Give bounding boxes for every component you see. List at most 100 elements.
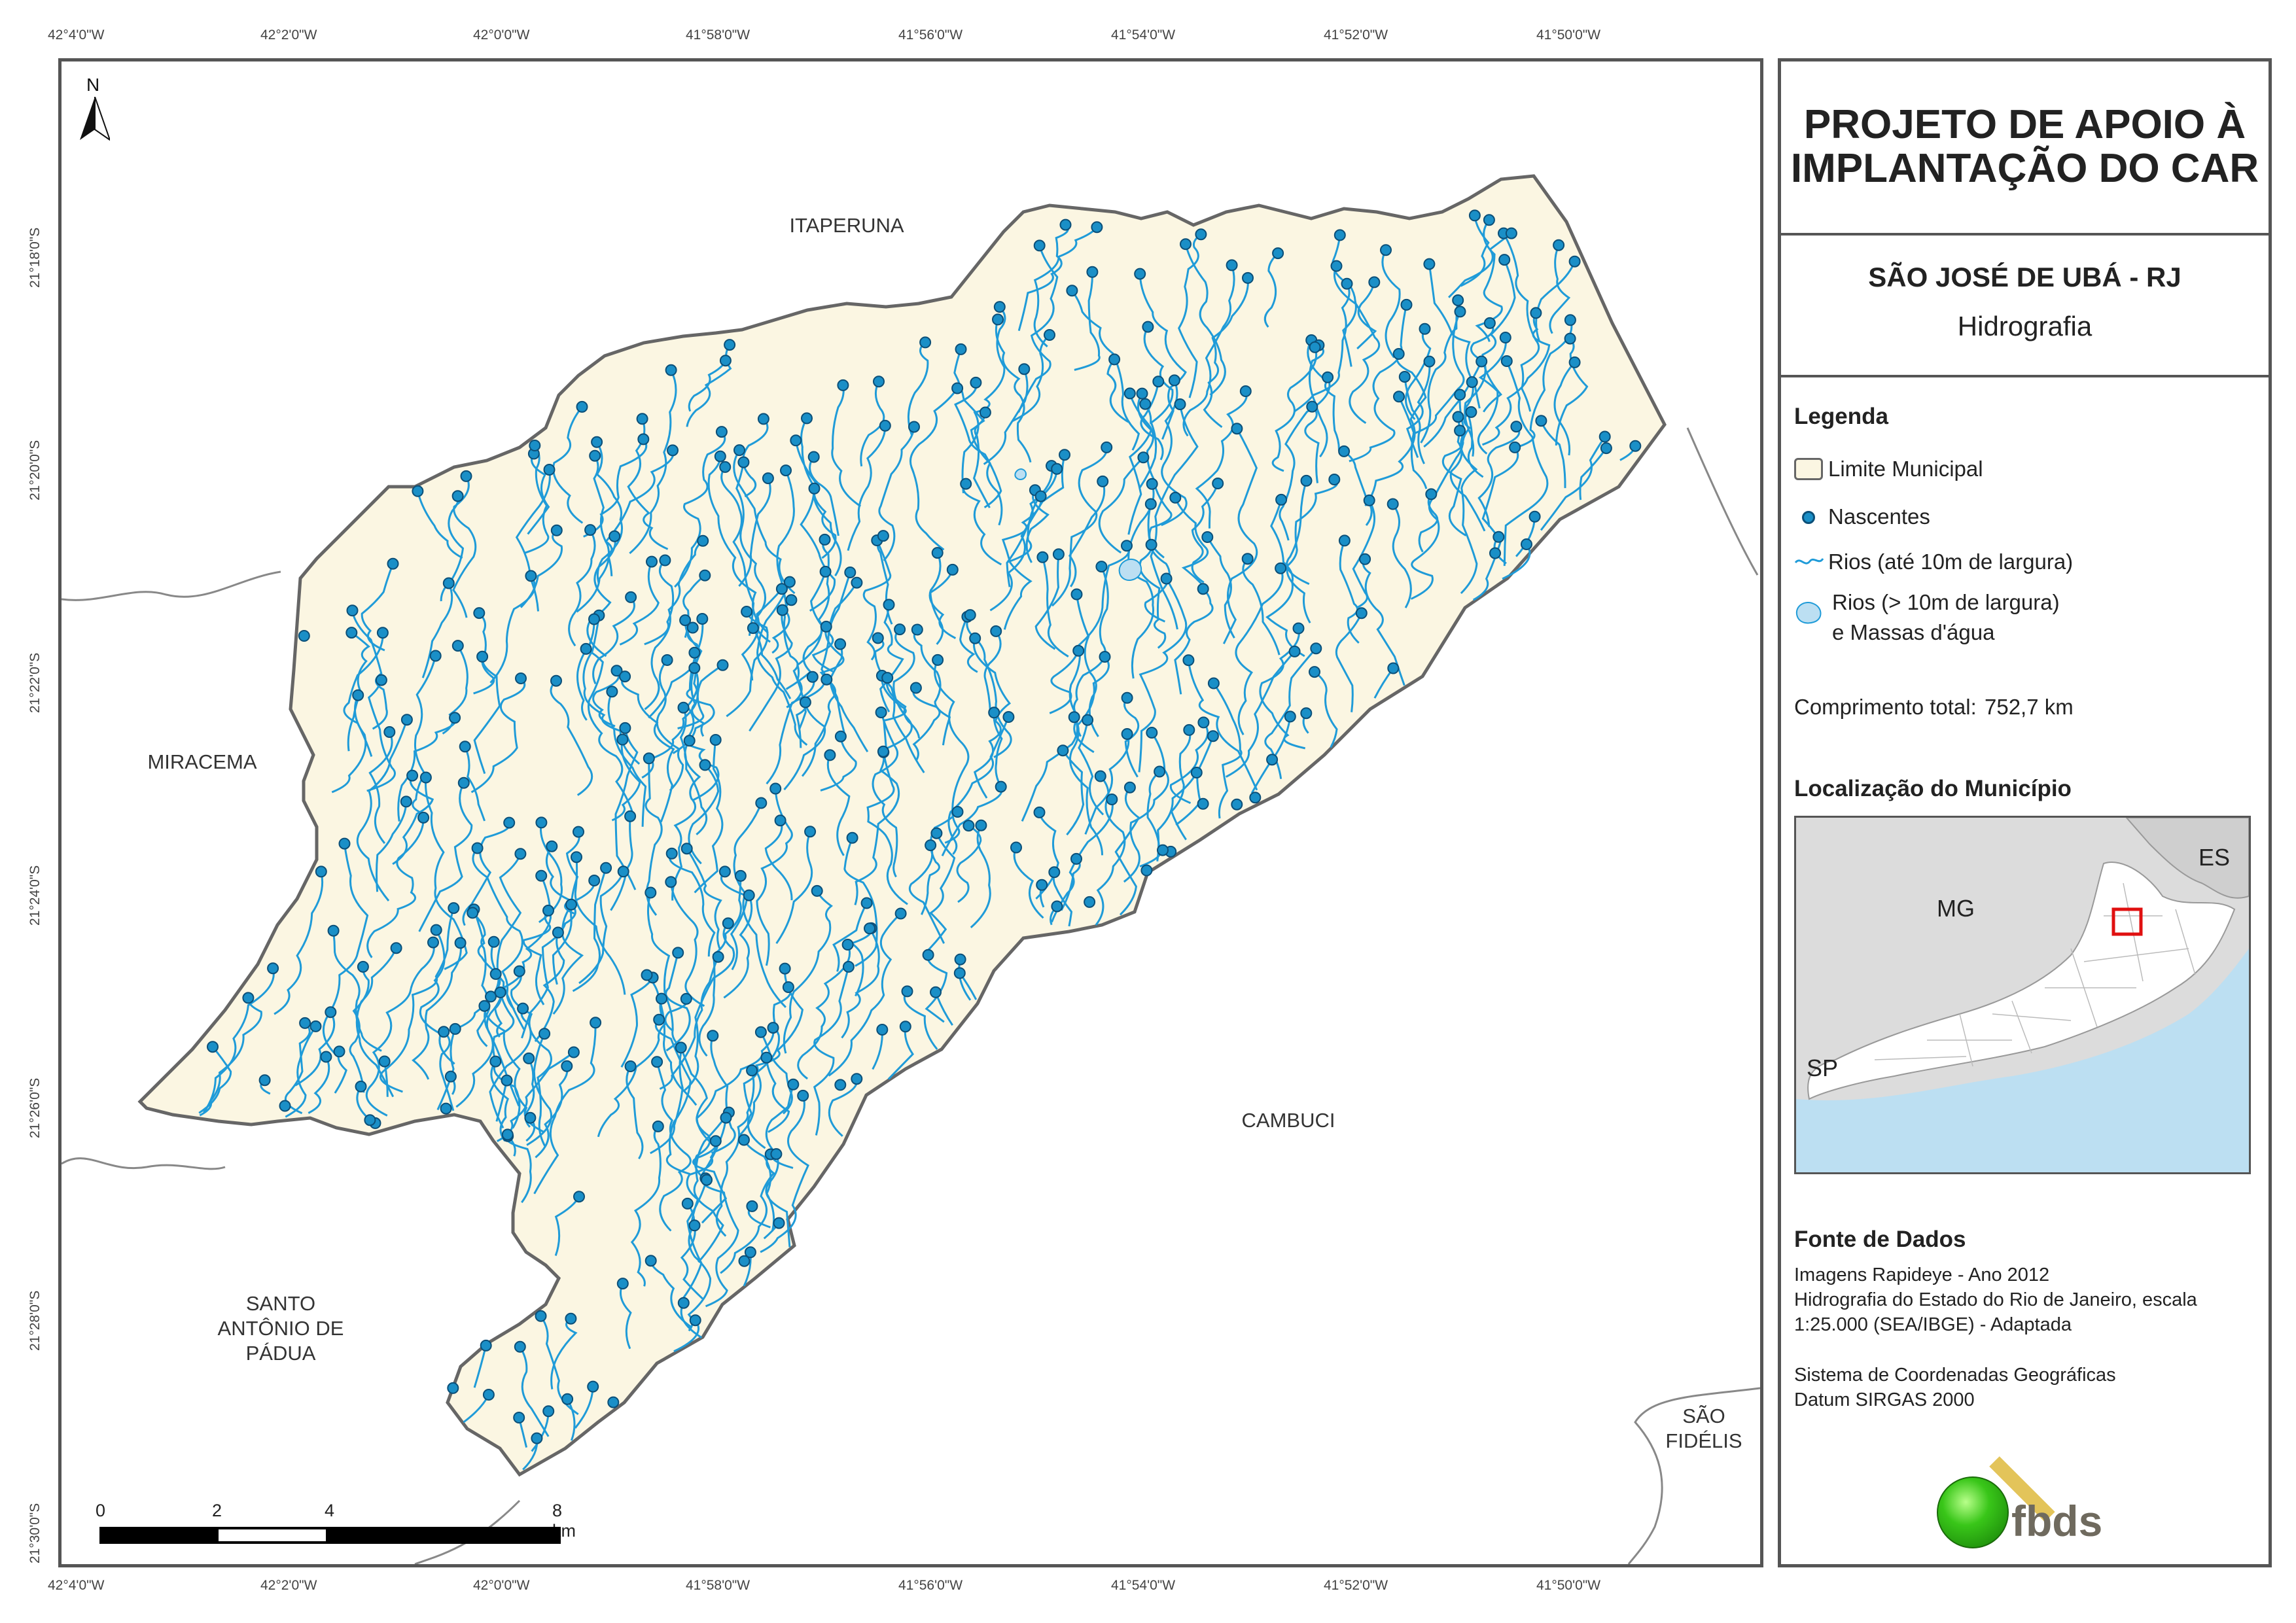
- river-segment: [274, 871, 324, 1015]
- river-segment: [1182, 264, 1235, 437]
- river-segment: [552, 880, 595, 1015]
- spring-point: [651, 1056, 663, 1068]
- lat-tick: 21°28'0"S: [27, 1290, 43, 1351]
- municipality-name: SÃO JOSÉ DE UBÁ - RJ: [1868, 262, 2181, 292]
- lon-tick: 41°54'0"W: [1111, 1578, 1176, 1593]
- spring-point: [535, 816, 548, 829]
- river-segment: [379, 907, 455, 1093]
- river-segment: [519, 1346, 550, 1437]
- spring-point: [298, 630, 310, 642]
- spring-point: [990, 625, 1002, 637]
- spring-point: [995, 780, 1007, 793]
- river-segment: [576, 455, 610, 613]
- spring-point: [963, 820, 975, 832]
- lat-tick: 21°22'0"S: [27, 652, 43, 713]
- spring-point: [1101, 441, 1113, 453]
- river-segment: [723, 895, 753, 999]
- spring-point: [780, 464, 792, 477]
- spring-point: [584, 524, 597, 536]
- spring-point: [476, 650, 489, 663]
- spring-point: [1010, 841, 1022, 854]
- river-segment: [646, 892, 674, 1031]
- river-segment: [726, 611, 769, 718]
- river-segment: [489, 1007, 532, 1129]
- spring-point: [873, 375, 885, 388]
- spring-point: [738, 1255, 751, 1267]
- legend-label-rivers: Rios (até 10m de largura): [1828, 550, 2074, 574]
- spring-point: [1145, 538, 1157, 551]
- river-segment: [961, 306, 1006, 494]
- spring-point: [652, 1120, 664, 1132]
- river-segment: [959, 616, 978, 673]
- river-segment: [849, 928, 873, 997]
- spring-point: [473, 607, 486, 620]
- river-segment: [595, 442, 624, 584]
- river-segment: [284, 1022, 311, 1115]
- spring-point: [535, 869, 548, 882]
- spring-point: [1152, 375, 1165, 388]
- river-segment: [749, 610, 793, 732]
- river-segment: [510, 970, 552, 1147]
- spring-point: [899, 1021, 911, 1033]
- spring-point: [1600, 442, 1612, 455]
- spring-point: [1505, 227, 1517, 239]
- state-es: [2125, 818, 2249, 899]
- spring-point: [1300, 474, 1313, 487]
- river-segment: [1175, 735, 1214, 826]
- spring-point: [946, 563, 959, 576]
- spring-point: [352, 689, 364, 701]
- river-segment: [688, 360, 727, 412]
- river-segment: [644, 559, 675, 646]
- spring-point: [851, 1073, 863, 1085]
- spring-point: [1400, 298, 1413, 311]
- river-segment: [1477, 426, 1521, 527]
- source-line: Datum SIRGAS 2000: [1794, 1389, 1975, 1410]
- spring-point: [1272, 247, 1284, 260]
- spring-point: [919, 336, 932, 349]
- river-segment: [1051, 447, 1108, 607]
- spring-point: [346, 604, 359, 617]
- spring-point: [656, 992, 667, 1005]
- project-title-line2: IMPLANTAÇÃO DO CAR: [1790, 146, 2259, 191]
- spring-point: [714, 450, 726, 462]
- map-theme: Hidrografia: [1957, 311, 2093, 341]
- ocean-area: [1796, 949, 2249, 1172]
- fbds-logo: fbds: [1937, 1436, 2113, 1548]
- spring-point: [930, 827, 943, 839]
- spring-point: [661, 654, 673, 666]
- spring-point: [1363, 494, 1375, 506]
- river-segment: [1339, 540, 1360, 644]
- spring-point: [879, 419, 891, 432]
- river-segment: [828, 1078, 858, 1137]
- lon-tick: 42°2'0"W: [260, 27, 317, 43]
- spring-point: [1266, 754, 1279, 766]
- river-segment: [1335, 612, 1363, 712]
- spring-point: [776, 604, 788, 616]
- spring-point: [543, 464, 556, 476]
- river-segment: [574, 857, 626, 995]
- river-segment: [1398, 396, 1428, 489]
- river-segment: [843, 837, 878, 968]
- spring-point: [716, 659, 729, 671]
- spring-points: [207, 209, 1642, 1444]
- spring-point: [733, 444, 745, 457]
- spring-point: [1174, 398, 1186, 410]
- river-segment: [907, 341, 929, 436]
- spring-point: [1598, 430, 1611, 443]
- spring-point: [517, 1002, 529, 1015]
- spring-point: [1018, 363, 1031, 375]
- spring-point: [689, 1314, 701, 1327]
- spring-point: [542, 1405, 555, 1418]
- spring-point: [801, 412, 813, 425]
- total-length-value: 752,7 km: [1985, 695, 2074, 719]
- spring-point: [1629, 440, 1642, 452]
- river-segment: [983, 631, 1002, 714]
- spring-point: [841, 939, 854, 951]
- spring-point: [806, 671, 819, 683]
- spring-point: [1195, 228, 1207, 241]
- spring-point: [1212, 478, 1224, 489]
- river-segment: [554, 1196, 580, 1257]
- river-segment: [710, 1035, 736, 1155]
- lon-tick: 41°56'0"W: [898, 1578, 963, 1593]
- spring-point: [607, 1396, 620, 1408]
